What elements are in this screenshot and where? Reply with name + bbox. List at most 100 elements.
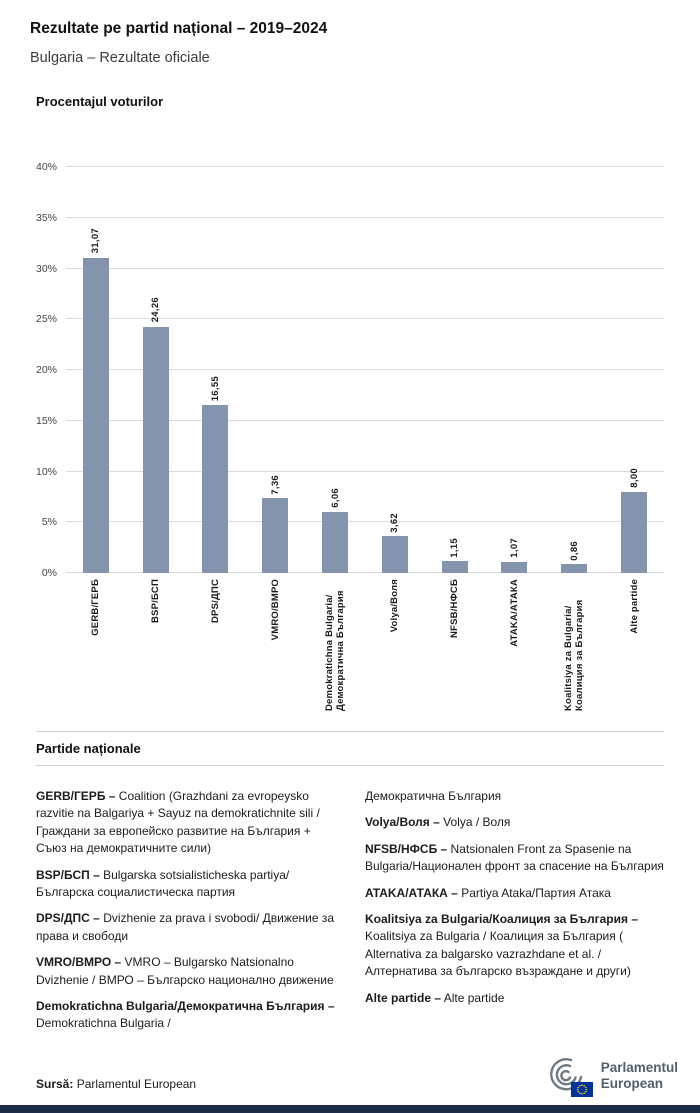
eu-flag-icon [570, 1082, 593, 1097]
legend-item: Demokratichna Bulgaria/Демократична Бълг… [36, 998, 335, 1033]
legend-item: GERB/ГЕРБ – Coalition (Grazhdani za evro… [36, 788, 335, 858]
legend-section: Partide naționale GERB/ГЕРБ – Coalition … [0, 731, 700, 1042]
logo-text-line1: Parlamentul [600, 1060, 678, 1076]
y-tick-label: 40% [35, 161, 57, 173]
legend-item: NFSB/НФСБ – Natsionalen Front za Spaseni… [365, 841, 664, 876]
x-tick-label: Koalitsiya za Bulgaria/Коалиция за Бълга… [563, 599, 586, 711]
bar-value-label: 7,36 [269, 474, 281, 495]
party-description: Coalition (Grazhdani za evropeysko razvi… [36, 789, 320, 856]
bar[interactable] [561, 564, 588, 573]
bar-value-label: 8,00 [628, 468, 640, 488]
x-label-slot: ATAKA/АТАКА [485, 579, 545, 725]
bar-value-label: 31,07 [90, 228, 102, 254]
x-tick-label: Alte partide [628, 579, 640, 634]
chart-title: Procentajul voturilor [36, 94, 164, 109]
gridline [66, 572, 664, 573]
bar[interactable] [381, 536, 408, 573]
x-tick-label: ATAKA/АТАКА [508, 579, 520, 647]
legend-item: DPS/ДПС – Dvizhenie za prava i svobodi/ … [36, 910, 335, 945]
x-label-slot: Alte partide [604, 579, 664, 725]
legend-item: Демократична България [365, 788, 664, 805]
source-text: Parlamentul European [73, 1077, 197, 1091]
party-name: VMRO/ВМРО – [36, 955, 122, 970]
bar-slot: 6,06 [305, 167, 365, 573]
x-label-slot: Koalitsiya za Bulgaria/Коалиция за Бълга… [544, 579, 604, 725]
bar[interactable] [202, 405, 229, 573]
gridline [66, 267, 664, 269]
legend-column: GERB/ГЕРБ – Coalition (Grazhdani za evro… [36, 788, 335, 1042]
bar[interactable] [322, 511, 349, 573]
party-description: Демократична България [365, 789, 502, 803]
party-description: Natsionalen Front za Spasenie na Bulgari… [365, 841, 664, 874]
footer-strip [0, 1105, 700, 1113]
party-description: Dvizhenie za prava i svobodi/ Движение з… [36, 911, 335, 943]
divider-top [36, 731, 664, 732]
bar[interactable] [501, 562, 528, 573]
legend-columns: GERB/ГЕРБ – Coalition (Grazhdani za evro… [36, 788, 664, 1042]
bar-slot: 1,07 [485, 167, 545, 573]
x-label-slot: GERB/ГЕРБ [66, 579, 126, 725]
y-tick-label: 20% [35, 364, 57, 376]
y-tick-label: 25% [35, 313, 57, 326]
bars-row: 31,07 24,26 16,55 7,36 6,06 3,62 1,15 1,07 0,86 8… [66, 167, 664, 573]
x-tick-label: GERB/ГЕРБ [90, 579, 102, 636]
party-description: Bulgarska sotsialisticheska partiya/ Бъл… [36, 867, 290, 899]
y-tick-label: 10% [35, 465, 57, 478]
legend-item: VMRO/ВМРО – VMRO – Bulgarsko Natsionalno… [36, 954, 335, 989]
legend-item: Volya/Воля – Volya / Воля [365, 814, 664, 831]
x-tick-label: DPS/ДПС [209, 579, 221, 624]
party-description: Partiya Ataka/Партия Атака [457, 885, 611, 900]
bar[interactable] [82, 257, 109, 573]
x-axis-labels: GERB/ГЕРБ BSP/БСП DPS/ДПС VMRO/ВМРО Demokrat… [66, 573, 664, 725]
bar-value-label: 24,26 [150, 297, 162, 323]
party-description: Demokratichna Bulgaria / [36, 1016, 171, 1031]
bar-value-label: 0,86 [568, 540, 580, 561]
x-tick-label: Demokratichna Bulgaria/Демократична Бълг… [324, 590, 347, 711]
bar-value-label: 1,15 [449, 537, 461, 558]
party-name: Koalitsiya za Bulgaria/Коалиция за Бълга… [365, 911, 638, 926]
legend-heading: Partide naționale [36, 741, 141, 756]
header: Rezultate pe partid național – 2019–2024… [0, 0, 700, 66]
party-name: ATAKA/АТАКА – [365, 885, 458, 900]
bar[interactable] [262, 498, 289, 573]
bar[interactable] [441, 561, 468, 573]
x-label-slot: BSP/БСП [126, 579, 186, 725]
bar[interactable] [621, 491, 648, 573]
party-name: DPS/ДПС – [36, 911, 100, 926]
bar-value-label: 3,62 [389, 512, 401, 533]
bar[interactable] [142, 326, 169, 573]
bar-value-label: 16,55 [209, 375, 221, 402]
legend-column: Демократична България Volya/Воля – Volya … [365, 788, 664, 1042]
x-label-slot: Volya/Воля [365, 579, 425, 725]
bar-slot: 0,86 [544, 167, 604, 573]
logo-text: Parlamentul European [601, 1060, 678, 1091]
y-tick-label: 35% [35, 211, 57, 224]
logo-text-line2: European [600, 1076, 663, 1091]
party-description: VMRO – Bulgarsko Natsionalno Dvizhenie /… [36, 955, 334, 987]
bar-slot: 31,07 [66, 167, 126, 573]
legend-item: BSP/БСП – Bulgarska sotsialisticheska pa… [36, 867, 335, 902]
bar-slot: 1,15 [425, 167, 485, 573]
source-line: Sursă: Parlamentul European [36, 1077, 196, 1091]
legend-item: Alte partide – Alte partide [365, 990, 664, 1007]
page-subtitle: Bulgaria – Rezultate oficiale [30, 50, 210, 66]
x-label-slot: Demokratichna Bulgaria/Демократична Бълг… [305, 579, 365, 725]
party-name: Demokratichna Bulgaria/Демократична Бълг… [36, 998, 335, 1013]
legend-item: ATAKA/АТАКА – Partiya Ataka/Партия Атака [365, 885, 664, 902]
party-description: Volya / Воля [439, 815, 511, 830]
gridline [66, 318, 664, 320]
gridline [66, 419, 664, 421]
x-tick-label: BSP/БСП [150, 579, 162, 623]
page-title: Rezultate pe partid național – 2019–2024 [30, 20, 328, 37]
y-tick-label: 0% [41, 567, 57, 579]
gridline [66, 470, 664, 472]
bar-slot: 24,26 [126, 167, 186, 573]
x-label-slot: VMRO/ВМРО [245, 579, 305, 725]
party-name: GERB/ГЕРБ – [36, 789, 116, 803]
parliament-hemicycle-icon [541, 1055, 593, 1097]
party-name: NFSB/НФСБ – [365, 841, 448, 856]
party-description: Koalitsiya za Bulgaria / Коалиция за Бъл… [365, 929, 631, 979]
bar-value-label: 6,06 [329, 487, 341, 508]
x-label-slot: DPS/ДПС [186, 579, 246, 725]
